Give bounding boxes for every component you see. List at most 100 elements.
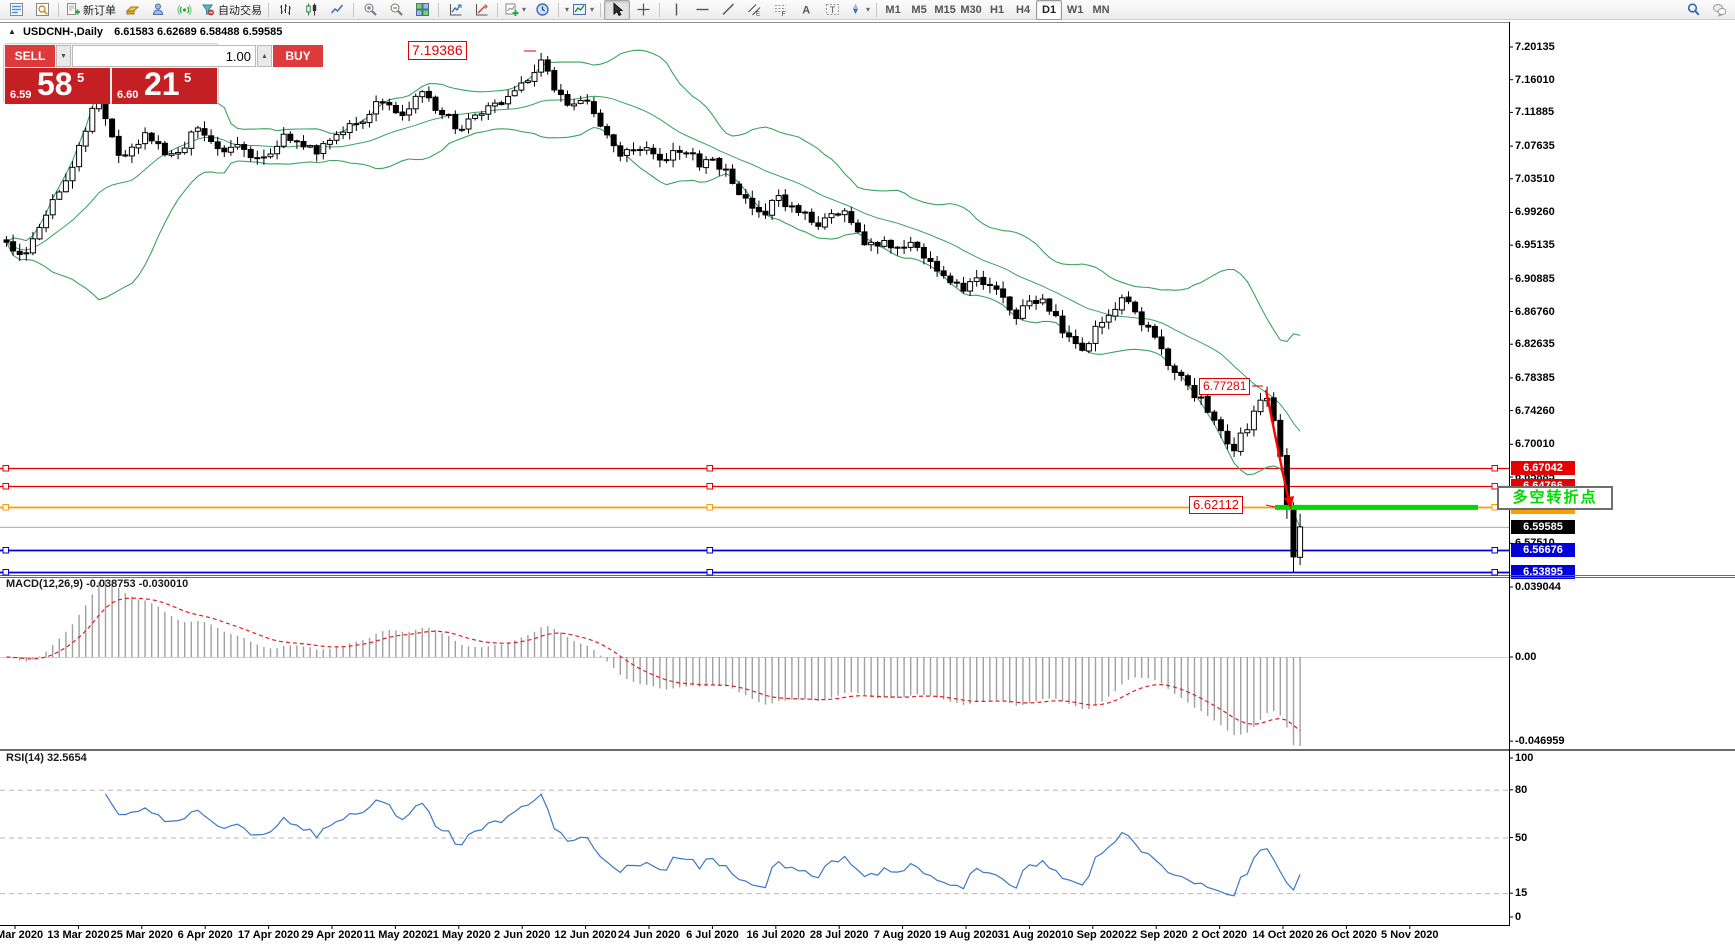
crosshair-tool-button[interactable] — [630, 0, 656, 20]
timeframe-m1-button[interactable]: M1 — [885, 3, 901, 16]
line-handle[interactable] — [2, 547, 9, 554]
expert-advisors-button[interactable] — [145, 0, 171, 20]
date-axis-label: 17 Apr 2020 — [237, 929, 300, 941]
chevron-down-icon: ▾ — [522, 5, 527, 14]
periods-button[interactable] — [529, 0, 555, 20]
line-handle[interactable] — [706, 465, 713, 472]
date-axis-label: 6 Jul 2020 — [686, 929, 739, 941]
line-handle[interactable] — [706, 547, 713, 554]
text-tool-button[interactable]: A — [793, 0, 819, 20]
new-order-icon — [65, 2, 80, 17]
sell-price-box[interactable]: 6.59 58 5 — [5, 66, 110, 104]
line-handle[interactable] — [2, 483, 9, 490]
buy-price-box[interactable]: 6.60 21 5 — [112, 66, 217, 104]
vertical-line-tool-button[interactable] — [663, 0, 689, 20]
toolbar-separator — [353, 2, 354, 17]
timeframe-toolbar: M1 M5 M15 M30 H1 H4 D1 W1 MN — [880, 0, 1114, 20]
bar-chart-button[interactable] — [272, 0, 298, 20]
support-price-annotation[interactable]: 6.62112 — [1189, 496, 1244, 514]
line-handle[interactable] — [1491, 547, 1498, 554]
fibonacci-tool-button[interactable]: F — [767, 0, 793, 20]
chat-icon — [1712, 2, 1727, 17]
pivot-price-annotation[interactable]: 6.77281 — [1199, 378, 1251, 395]
sell-price-sup: 5 — [77, 70, 85, 85]
buy-price-sup: 5 — [184, 70, 192, 85]
volume-decrease-button[interactable]: ▼ — [56, 45, 71, 67]
search-icon — [1686, 2, 1701, 17]
line-handle[interactable] — [706, 504, 713, 511]
trendline-tool-button[interactable] — [715, 0, 741, 20]
market-watch-button[interactable] — [3, 0, 29, 20]
timeframe-m5-button[interactable]: M5 — [911, 3, 927, 16]
horizontal-line-tool-button[interactable] — [689, 0, 715, 20]
price-level-badge: 6.67042 — [1511, 460, 1575, 475]
down-arrow-line[interactable] — [1264, 389, 1291, 503]
date-axis-label: 2 Jun 2020 — [494, 929, 551, 941]
rsi-axis-tick: 80 — [1515, 783, 1528, 796]
new-order-button[interactable]: 新订单 — [62, 0, 119, 20]
add-indicator-button[interactable]: ▾ — [501, 0, 529, 20]
chevron-down-icon: ▾ — [866, 5, 871, 14]
zoom-out-icon — [389, 2, 404, 17]
timeframe-h1-button[interactable]: H1 — [990, 3, 1005, 16]
candlestick-chart-icon — [304, 2, 319, 17]
timeframe-mn-button[interactable]: MN — [1092, 3, 1110, 16]
text-label-tool-button[interactable]: T — [819, 0, 845, 20]
rsi-axis-tick: 15 — [1515, 887, 1528, 900]
price-axis-tick: 7.11885 — [1515, 106, 1555, 119]
cursor-tool-button[interactable] — [604, 0, 631, 20]
line-handle[interactable] — [706, 483, 713, 490]
equidistant-channel-tool-button[interactable]: E — [741, 0, 767, 20]
line-handle[interactable] — [706, 569, 713, 576]
toolbar-separator — [876, 2, 878, 17]
svg-text:E: E — [756, 12, 760, 18]
indicators-window-button[interactable] — [442, 0, 468, 20]
support-zone-bar[interactable] — [1275, 504, 1478, 510]
auto-trading-button[interactable]: 自动交易 — [197, 0, 265, 20]
signals-button[interactable] — [171, 0, 197, 20]
timeframe-h4-button[interactable]: H4 — [1016, 3, 1031, 16]
timeframe-d1-button[interactable]: D1 — [1036, 0, 1063, 20]
template-button[interactable]: ▾ ▾ — [562, 0, 597, 20]
date-axis-label: 26 Oct 2020 — [1315, 929, 1377, 941]
date-axis-label: 11 May 2020 — [363, 929, 428, 941]
buy-button[interactable]: BUY — [273, 45, 323, 67]
volume-input[interactable] — [72, 45, 256, 67]
line-handle[interactable] — [1491, 569, 1498, 576]
navigator-button[interactable] — [29, 0, 55, 20]
date-axis-label: 21 May 2020 — [426, 929, 491, 941]
objects-window-button[interactable] — [468, 0, 494, 20]
line-chart-button[interactable] — [324, 0, 350, 20]
volume-increase-button[interactable]: ▲ — [257, 45, 272, 67]
arrows-tool-button[interactable]: ▾ — [845, 0, 873, 20]
zoom-in-button[interactable] — [357, 0, 383, 20]
tile-windows-button[interactable] — [409, 0, 435, 20]
history-center-button[interactable] — [119, 0, 145, 20]
line-handle[interactable] — [2, 504, 9, 511]
sell-button[interactable]: SELL — [5, 45, 55, 67]
expert-advisors-icon — [151, 2, 166, 17]
candlestick-chart-button[interactable] — [298, 0, 324, 20]
navigator-icon — [35, 2, 50, 17]
price-axis-tick: 6.99260 — [1515, 206, 1555, 219]
equidistant-channel-icon: E — [747, 2, 762, 17]
timeframe-m15-button[interactable]: M15 — [934, 3, 956, 16]
add-indicator-icon — [504, 2, 519, 17]
search-button[interactable] — [1680, 0, 1706, 20]
toolbar-separator — [558, 2, 560, 17]
chevron-down-icon: ▾ — [565, 5, 570, 14]
rsi-axis-tick: 100 — [1515, 752, 1534, 764]
line-handle[interactable] — [1491, 465, 1498, 472]
line-handle[interactable] — [2, 465, 9, 472]
sell-price-big: 58 — [37, 66, 73, 102]
zoom-out-button[interactable] — [383, 0, 409, 20]
timeframe-m30-button[interactable]: M30 — [960, 3, 982, 16]
turning-point-note[interactable]: 多空转折点 — [1497, 486, 1613, 510]
timeframe-w1-button[interactable]: W1 — [1066, 3, 1084, 16]
peak-price-annotation[interactable]: 7.19386 — [408, 41, 467, 60]
rsi-axis-tick: 50 — [1515, 831, 1528, 844]
chat-button[interactable] — [1706, 0, 1732, 20]
buy-price-small: 6.60 — [117, 89, 139, 101]
line-handle[interactable] — [2, 569, 9, 576]
collapse-arrow-icon[interactable]: ▲ — [8, 27, 16, 36]
